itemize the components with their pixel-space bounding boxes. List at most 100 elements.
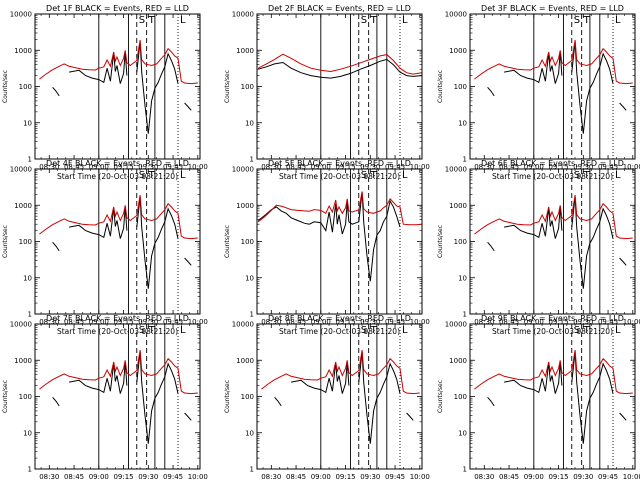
x-tick-label: 09:15: [113, 473, 133, 480]
series-line-lld: [39, 195, 198, 240]
series-line-lld: [39, 350, 198, 395]
series-line-events: [52, 41, 192, 134]
x-tick-label: 08:45: [499, 318, 519, 326]
series-line-lld: [39, 40, 198, 85]
series-line-lld: [261, 350, 420, 395]
y-axis-label: Counts/sec: [2, 225, 9, 258]
plot-frame: [469, 323, 636, 470]
x-tick-label: 09:15: [113, 163, 133, 171]
y-tick-label: 100: [19, 393, 32, 401]
x-tick-label: 08:30: [39, 473, 59, 480]
marker-label: S: [574, 15, 580, 26]
plot-frame: [469, 13, 636, 160]
x-tick-label: 08:30: [474, 318, 494, 326]
panel-title: Det 2F BLACK = Events, RED = LLD: [268, 4, 411, 13]
marker-label: S: [361, 15, 367, 26]
x-tick-label: 08:45: [64, 318, 84, 326]
marker-label: L: [180, 170, 186, 181]
panel-det-4: Det 4F BLACK = Events, RED = LLD Counts/s…: [2, 159, 208, 336]
x-tick-label: 09:30: [360, 473, 380, 480]
series-line-events: [487, 196, 627, 289]
marker-label: T: [370, 325, 378, 336]
marker-label: T: [583, 15, 591, 26]
x-tick-label: 09:00: [311, 473, 331, 480]
y-tick-label: 100: [454, 238, 467, 246]
x-tick-label: 09:15: [548, 163, 568, 171]
y-tick-label: 10000: [445, 321, 467, 329]
y-axis-label: Counts/sec: [437, 70, 444, 103]
x-tick-label: 09:45: [163, 473, 183, 480]
panel-title: Det 3F BLACK = Events, RED = LLD: [481, 4, 624, 13]
y-tick-label: 10: [245, 119, 254, 127]
y-tick-label: 100: [454, 83, 467, 91]
x-tick-label: 10:00: [188, 473, 208, 480]
marker-label: S: [361, 325, 367, 336]
plot-frame: [469, 168, 636, 315]
panel-title: Det 4F BLACK = Events, RED = LLD: [46, 159, 189, 168]
y-tick-label: 10000: [445, 11, 467, 19]
y-axis-label: Counts/sec: [437, 225, 444, 258]
x-tick-label: 08:30: [261, 473, 281, 480]
x-tick-label: 09:30: [138, 473, 158, 480]
x-tick-label: 10:00: [188, 163, 208, 171]
x-tick-label: 08:30: [474, 473, 494, 480]
x-axis-label: Start Time (20-Oct-03 08:21:20): [492, 327, 613, 336]
y-axis-label: Counts/sec: [2, 380, 9, 413]
marker-label: L: [402, 325, 408, 336]
marker-label: T: [370, 15, 378, 26]
marker-label: T: [370, 170, 378, 181]
series-line-lld: [257, 191, 422, 226]
x-tick-label: 10:00: [623, 473, 640, 480]
x-tick-label: 09:45: [598, 318, 618, 326]
y-tick-label: 1: [250, 156, 254, 164]
plot-frame: [256, 168, 423, 315]
x-tick-label: 09:30: [360, 318, 380, 326]
series-line-lld: [474, 40, 633, 85]
y-tick-label: 10: [245, 274, 254, 282]
marker-label: S: [574, 325, 580, 336]
y-tick-label: 1: [463, 466, 467, 474]
series-line-events: [257, 192, 401, 282]
y-tick-label: 1000: [449, 47, 467, 55]
series-line-events: [487, 351, 627, 444]
marker-label: S: [361, 170, 367, 181]
x-tick-label: 08:45: [286, 473, 306, 480]
y-tick-label: 1000: [236, 357, 254, 365]
y-tick-label: 10000: [232, 321, 254, 329]
marker-label: L: [615, 325, 621, 336]
y-axis-label: Counts/sec: [437, 380, 444, 413]
y-tick-label: 1: [28, 156, 32, 164]
panel-title: Det 7F BLACK = Events, RED = LLD: [46, 314, 189, 323]
x-tick-label: 10:00: [623, 318, 640, 326]
marker-label: S: [139, 15, 145, 26]
y-tick-label: 10000: [232, 11, 254, 19]
x-tick-label: 09:30: [360, 163, 380, 171]
panel-det-5: Det 5F BLACK = Events, RED = LLD Counts/s…: [224, 159, 430, 336]
panel-title: Det 8F BLACK = Events, RED = LLD: [268, 314, 411, 323]
marker-label: S: [139, 325, 145, 336]
panel-title: Det 1F BLACK = Events, RED = LLD: [46, 4, 189, 13]
marker-label: T: [148, 170, 156, 181]
x-tick-label: 09:15: [335, 163, 355, 171]
panel-title: Det 6F BLACK = Events, RED = LLD: [481, 159, 624, 168]
marker-label: T: [148, 325, 156, 336]
x-tick-label: 09:00: [311, 318, 331, 326]
y-tick-label: 1000: [449, 357, 467, 365]
x-tick-label: 09:00: [524, 163, 544, 171]
y-axis-label: Counts/sec: [224, 380, 231, 413]
marker-label: L: [615, 170, 621, 181]
marker-label: T: [583, 170, 591, 181]
x-tick-label: 10:00: [410, 163, 430, 171]
x-tick-label: 08:30: [474, 163, 494, 171]
y-tick-label: 10: [245, 429, 254, 437]
y-tick-label: 100: [241, 238, 254, 246]
y-tick-label: 10000: [10, 11, 32, 19]
panel-det-3: Det 3F BLACK = Events, RED = LLD Counts/s…: [437, 4, 640, 181]
y-tick-label: 10: [458, 119, 467, 127]
x-axis-label: Start Time (20-Oct-03 08:21:20): [492, 172, 613, 181]
panel-title: Det 5F BLACK = Events, RED = LLD: [268, 159, 411, 168]
panel-det-9: Det 9F BLACK = Events, RED = LLD Counts/s…: [437, 314, 640, 484]
series-line-events: [274, 351, 414, 444]
y-tick-label: 10: [458, 274, 467, 282]
